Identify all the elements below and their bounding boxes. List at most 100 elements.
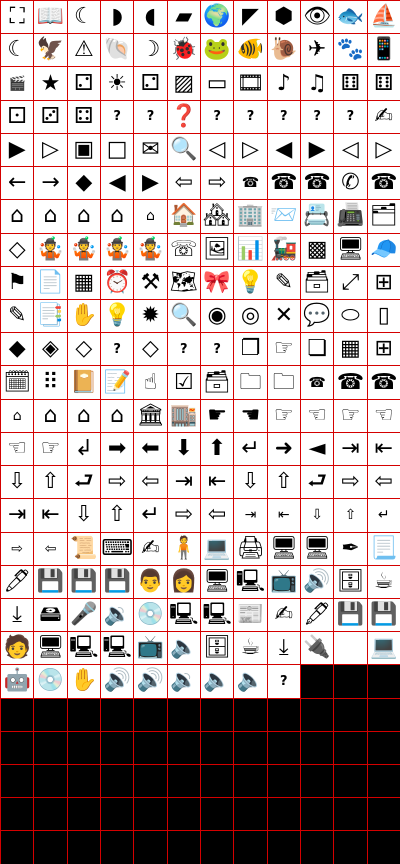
thin-arrow-right-icon: ⇨ [174, 502, 194, 528]
mountain-picture-icon: 🖼 [203, 236, 232, 262]
icon-cell: 💾 [366, 597, 400, 632]
speaker-medium-icon: 🔉 [170, 668, 198, 694]
icon-cell: 🖴 [33, 597, 67, 632]
portrait-man-icon: 🧑 [3, 635, 31, 661]
arrow-from-bar-left-icon: ⇤ [374, 435, 393, 461]
mini-arrow-left-icon: ⇦ [44, 540, 57, 557]
empty-cell [99, 830, 134, 864]
icon-cell: ⠿ [33, 365, 67, 399]
icon-cell: 🐚 [99, 33, 134, 67]
icon-cell: ⚁ [133, 66, 167, 100]
envelope-x-icon: ✉ [141, 136, 160, 162]
icon-cell: ➜ [266, 431, 300, 466]
empty-cell [366, 697, 400, 731]
icon-cell: ⚅ [333, 66, 367, 100]
triangle-right-outline-icon: ▷ [375, 136, 393, 162]
medium-arrow-right-icon: ⇨ [341, 469, 360, 495]
question-box-bold-icon: ? [313, 109, 321, 125]
fax-machine-icon: 📠 [336, 203, 365, 229]
hand-writing-icon: ✍ [374, 103, 393, 129]
empty-cell [333, 697, 367, 731]
empty-cell [99, 697, 134, 731]
icon-cell: 🗄 [199, 631, 234, 665]
juggler-four-icon: 🤹 [136, 236, 165, 262]
icon-cell: ✈ [299, 33, 334, 67]
icon-cell: ➡ [99, 431, 134, 466]
icon-cell: 💿 [33, 664, 67, 698]
icon-cell: 🖳 [99, 631, 134, 665]
empty-cell [199, 697, 234, 731]
hand-point-left-small-icon: ☜ [7, 435, 28, 461]
icon-cell: ? [166, 332, 200, 366]
floppy-download-icon: ⤓ [12, 602, 23, 628]
icon-cell: ? [299, 99, 334, 133]
person-sign-icon: 🧍 [170, 535, 198, 561]
icon-cell: ⚑ [0, 265, 34, 299]
icon-cell: 🎤 [66, 597, 100, 632]
icon-cell: 💾 [99, 564, 134, 598]
empty-cell [366, 764, 400, 798]
mini-arrow-right-icon: ⇨ [11, 540, 24, 557]
empty-cell [0, 697, 34, 731]
icon-cell: ◎ [233, 298, 267, 333]
icon-cell: 🤹 [66, 232, 100, 266]
thin-to-bar-right-icon: ⇥ [7, 502, 27, 528]
icon-cell: ⇥ [333, 431, 367, 466]
disk-box-icon: 💾 [336, 602, 365, 628]
tv-set-icon: 📺 [136, 635, 165, 661]
magnifier-list-icon: 🔍 [170, 136, 198, 162]
speaker-loud-two-icon: 🔊 [136, 668, 165, 694]
fish-hook-icon: 🐟 [336, 4, 365, 30]
empty-cell [299, 664, 334, 698]
empty-cell [166, 764, 200, 798]
icon-cell: ☜ [366, 398, 400, 432]
empty-cell [33, 797, 67, 831]
question-text-icon: ? [280, 673, 288, 689]
arrow-right-icon: → [41, 170, 60, 196]
icon-cell: ◤ [233, 0, 267, 34]
hand-pen-card-icon: ✍ [274, 602, 293, 628]
empty-cell [299, 797, 334, 831]
moon-star-icon: ☾ [73, 4, 94, 30]
juggler-two-icon: 🤹 [70, 236, 98, 262]
stacked-cards-icon: 🗃 [303, 269, 332, 295]
icon-cell: 📖 [33, 0, 67, 34]
icon-cell: 🖳 [66, 631, 100, 665]
play-outline-icon: ▷ [42, 136, 59, 162]
expand-window-icon: ⤢ [341, 269, 360, 295]
icon-cell: ⬢ [266, 0, 300, 34]
icon-cell: 📺 [266, 564, 300, 598]
mic-laptop-icon: 💻 [370, 635, 398, 661]
icon-cell: ▷ [233, 132, 267, 167]
snail-icon: 🐌 [270, 37, 298, 63]
die-face-four-icon: ⚃ [74, 103, 94, 129]
refrigerator-icon: 🗄 [336, 568, 365, 594]
icon-cell: 🎀 [199, 265, 234, 299]
icon-cell: ⇩ [233, 465, 267, 499]
icon-cell: ⌂ [0, 199, 34, 233]
sun-burst-icon: ✹ [141, 303, 160, 329]
question-diamond-small-icon: ◆ [75, 170, 93, 196]
icon-cell: ◗ [99, 0, 134, 34]
portrait-woman-glasses-icon: 👩 [170, 568, 198, 594]
icon-cell: ☑ [166, 365, 200, 399]
icon-cell: ▨ [166, 66, 200, 100]
speaker-low-icon: 🔈 [203, 668, 231, 694]
card-file-icon: 🗃 [203, 369, 232, 395]
icon-cell: 🔌 [299, 631, 334, 665]
eye-icon: 👁 [303, 4, 332, 30]
monitor-icon: 🖥 [336, 236, 365, 262]
empty-cell [333, 797, 367, 831]
magnifying-glass-icon: 🔍 [170, 303, 198, 329]
icon-cell: ☞ [333, 398, 367, 432]
icon-cell: ⚅ [366, 66, 400, 100]
icon-cell: ⇧ [333, 498, 367, 532]
icon-cell: 🔍 [166, 298, 200, 333]
empty-cell [199, 797, 234, 831]
icon-cell: ☽ [133, 33, 167, 67]
icon-cell: 🗄 [333, 564, 367, 598]
empty-cell [0, 830, 34, 864]
icon-cell: ✹ [133, 298, 167, 333]
icon-cell: 🎬 [0, 66, 34, 100]
